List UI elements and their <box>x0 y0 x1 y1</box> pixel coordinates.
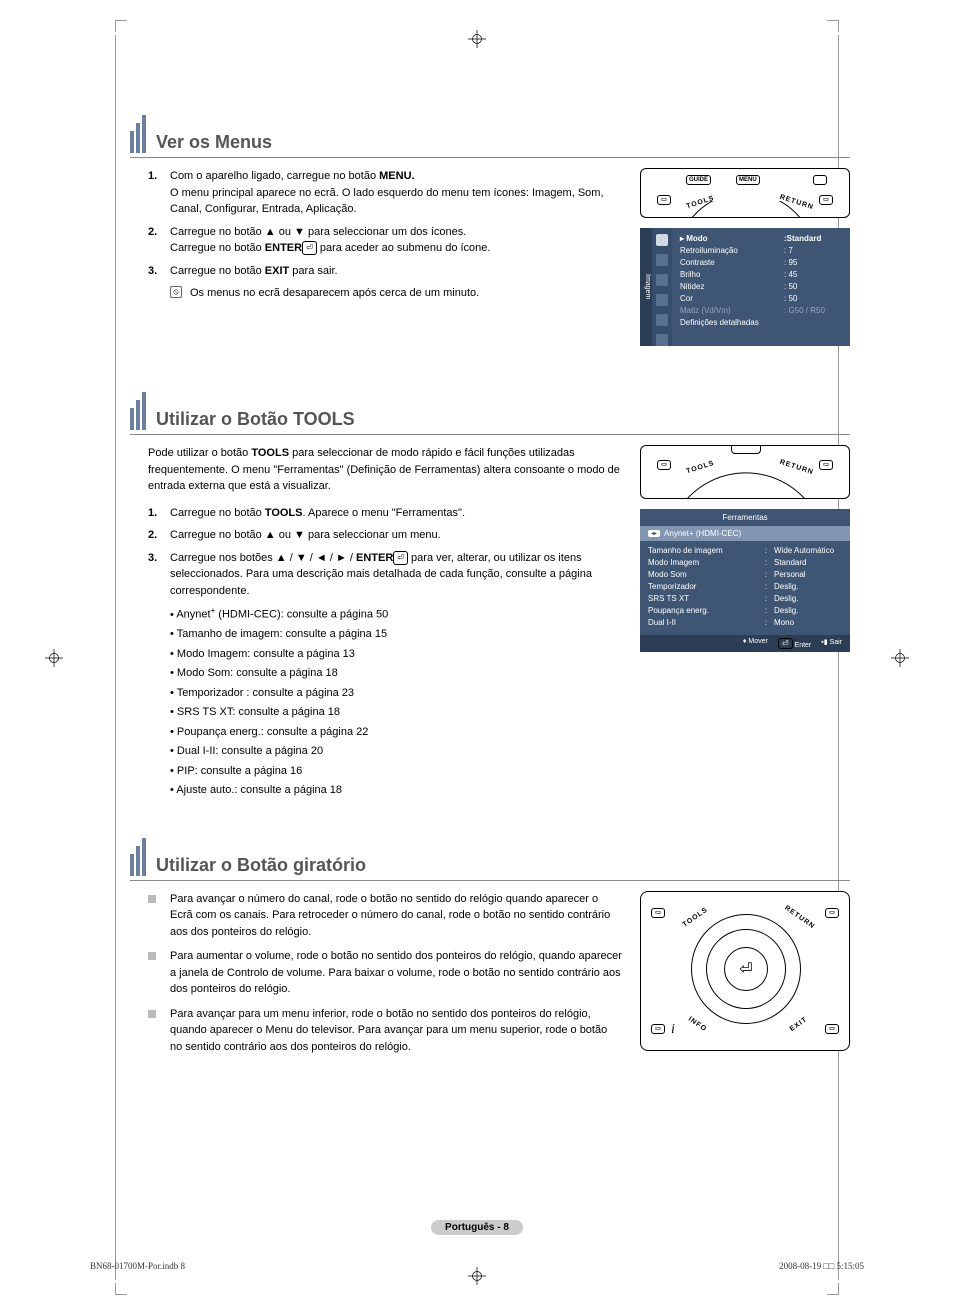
registration-mark-icon <box>45 649 63 667</box>
slot-icon: ▭ <box>819 460 833 470</box>
osd-row: ▸ Modo:Standard <box>680 234 842 243</box>
osd-icon <box>656 254 668 266</box>
ref-item: Ajuste auto.: consulte a página 18 <box>170 782 622 799</box>
registration-mark-icon <box>468 1267 486 1285</box>
footer-timestamp: 2008-08-19 □□ 5:15:05 <box>779 1261 864 1271</box>
slot-icon: ▭ <box>657 460 671 470</box>
osd-row: Definições detalhadas <box>680 318 842 327</box>
ref-item: Dual I-II: consulte a página 20 <box>170 743 622 760</box>
slot-icon: ▭ <box>651 1024 665 1034</box>
ref-item: Poupança energ.: consulte a página 22 <box>170 724 622 741</box>
section-paragraph: Pode utilizar o botão TOOLS para selecci… <box>148 445 622 495</box>
remote-diagram: ▭ TOOLS RETURN ▭ <box>640 445 850 499</box>
osd-icon <box>656 334 668 346</box>
osd-icon <box>656 234 668 246</box>
bullet-item: Para avançar o número do canal, rode o b… <box>148 891 622 941</box>
osd-row: Matiz (Vd/Vm): G50 / R50 <box>680 306 842 315</box>
guide-button: GUIDE <box>686 175 711 185</box>
enter-icon: ⏎ <box>724 947 768 991</box>
ref-item: SRS TS XT: consulte a página 18 <box>170 704 622 721</box>
tools-footer-exit: ▪▮ Sair <box>821 638 842 649</box>
key-icon <box>813 175 827 185</box>
osd-row: Nitidez: 50 <box>680 282 842 291</box>
osd-icon <box>656 314 668 326</box>
ref-item: Modo Som: consulte a página 18 <box>170 665 622 682</box>
section-tools: Utilizar o Botão TOOLS Pode utilizar o b… <box>130 392 850 802</box>
tools-label: TOOLS <box>682 906 710 928</box>
osd-icon <box>656 274 668 286</box>
slot-icon: ▭ <box>819 195 833 205</box>
step-item: 3.Carregue nos botões ▲ / ▼ / ◄ / ► / EN… <box>148 550 622 600</box>
heading-ornament-icon <box>130 115 146 153</box>
osd-row: Contraste: 95 <box>680 258 842 267</box>
registration-mark-icon <box>468 30 486 48</box>
remote-diagram: GUIDE MENU ▭ TOOLS RETURN ▭ <box>640 168 850 218</box>
heading-ornament-icon <box>130 838 146 876</box>
step-item: 2.Carregue no botão ▲ ou ▼ para seleccio… <box>148 527 622 544</box>
osd-icon <box>656 294 668 306</box>
osd-row: Retroiluminação: 7 <box>680 246 842 255</box>
heading-ornament-icon <box>130 392 146 430</box>
footer-filename: BN68-01700M-Por.indb 8 <box>90 1261 185 1271</box>
ref-item: Modo Imagem: consulte a página 13 <box>170 646 622 663</box>
ref-item: Anynet+ (HDMI-CEC): consulte a página 50 <box>170 605 622 623</box>
ref-item: PIP: consulte a página 16 <box>170 763 622 780</box>
tools-row: Modo Som:Personal <box>648 570 842 579</box>
slot-icon: ▭ <box>825 908 839 918</box>
bullet-item: Para avançar para um menu inferior, rode… <box>148 1006 622 1056</box>
section-heading: Ver os Menus <box>156 132 272 153</box>
tools-footer-enter: ⏎ Enter <box>778 638 811 649</box>
tools-selected-row: ◂▸ Anynet+ (HDMI-CEC) <box>640 526 850 541</box>
page-number-badge: Português - 8 <box>431 1220 523 1235</box>
return-label: RETURN <box>783 904 816 930</box>
registration-mark-icon <box>891 649 909 667</box>
step-item: 3.Carregue no botão EXIT para sair. <box>148 263 622 280</box>
section-heading: Utilizar o Botão giratório <box>156 855 366 876</box>
note-text: Os menus no ecrã desaparecem após cerca … <box>190 285 479 302</box>
slot-icon: ▭ <box>825 1024 839 1034</box>
osd-row: Brilho: 45 <box>680 270 842 279</box>
info-i-icon: i <box>671 1022 675 1038</box>
tools-selected-label: Anynet+ (HDMI-CEC) <box>664 529 741 538</box>
tools-title: Ferramentas <box>640 509 850 526</box>
slot-icon: ▭ <box>651 908 665 918</box>
ref-item: Temporizador : consulte a página 23 <box>170 685 622 702</box>
step-item: 2.Carregue no botão ▲ ou ▼ para seleccio… <box>148 224 622 257</box>
section-wheel: Utilizar o Botão giratório Para avançar … <box>130 838 850 1064</box>
note-icon: ⦸ <box>170 286 182 298</box>
osd-tab-label: Imagem <box>640 228 652 346</box>
osd-panel-imagem: Imagem ▸ Modo:Standard Retroiluminação: 7… <box>640 228 850 346</box>
bullet-item: Para aumentar o volume, rode o botão no … <box>148 948 622 998</box>
osd-row: Cor: 50 <box>680 294 842 303</box>
menu-button: MENU <box>736 175 760 185</box>
info-label: INFO <box>687 1015 708 1033</box>
tools-row: Temporizador:Deslig. <box>648 582 842 591</box>
tools-osd-panel: Ferramentas ◂▸ Anynet+ (HDMI-CEC) Tamanh… <box>640 509 850 652</box>
section-ver-menus: Ver os Menus 1.Com o aparelho ligado, ca… <box>130 115 850 356</box>
step-item: 1.Carregue no botão TOOLS. Aparece o men… <box>148 505 622 522</box>
section-heading: Utilizar o Botão TOOLS <box>156 409 355 430</box>
tools-row: Tamanho de imagem:Wide Automático <box>648 546 842 555</box>
remote-wheel-diagram: ▭ ▭ ▭ ▭ i TOOLS RETURN INFO EXIT ⏎ <box>640 891 850 1051</box>
tools-row: Poupança energ.:Deslig. <box>648 606 842 615</box>
tools-row: Modo Imagem:Standard <box>648 558 842 567</box>
slot-icon: ▭ <box>657 195 671 205</box>
tools-footer-move: ♦ Mover <box>743 638 768 649</box>
ref-item: Tamanho de imagem: consulte a página 15 <box>170 626 622 643</box>
tools-row: Dual I-II:Mono <box>648 618 842 627</box>
step-item: 1.Com o aparelho ligado, carregue no bot… <box>148 168 622 218</box>
tools-row: SRS TS XT:Deslig. <box>648 594 842 603</box>
exit-label: EXIT <box>789 1016 809 1033</box>
